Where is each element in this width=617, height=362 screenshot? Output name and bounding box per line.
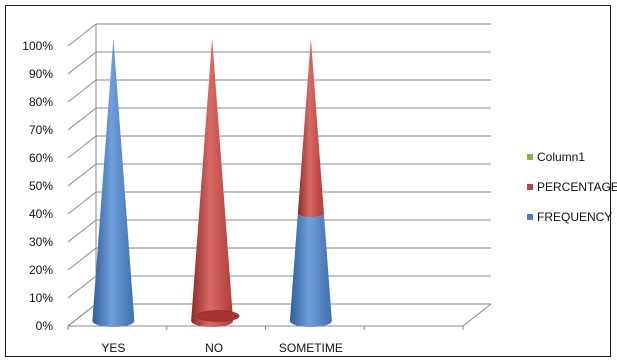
y-tick-label: 30%	[29, 235, 53, 249]
y-tick-label: 50%	[29, 179, 53, 193]
gridline	[67, 247, 491, 271]
chart-frame	[5, 5, 611, 357]
legend-swatch	[527, 154, 533, 160]
legend-swatch	[527, 214, 533, 220]
cone-segment	[297, 38, 324, 218]
cone-segment	[196, 310, 240, 322]
gridline	[67, 51, 491, 75]
x-category-label: SOMETIME	[279, 341, 343, 355]
legend-label: FREQUENCY	[537, 210, 612, 224]
gridline	[67, 79, 491, 103]
y-tick-label: 40%	[29, 207, 53, 221]
cone-segment	[92, 38, 135, 327]
y-tick-label: 10%	[29, 291, 53, 305]
cone-segment	[191, 38, 234, 327]
x-category-label: YES	[101, 341, 125, 355]
legend-swatch	[527, 184, 533, 190]
y-tick-label: 100%	[22, 39, 53, 53]
y-tick-label: 60%	[29, 151, 53, 165]
gridline	[67, 219, 491, 243]
y-tick-label: 20%	[29, 263, 53, 277]
gridline	[67, 163, 491, 187]
gridline	[67, 23, 491, 47]
cone-segment	[289, 213, 332, 327]
y-tick-label: 90%	[29, 67, 53, 81]
gridline	[67, 191, 491, 215]
y-tick-label: 70%	[29, 123, 53, 137]
y-tick-label: 0%	[36, 319, 54, 333]
x-category-label: NO	[205, 341, 223, 355]
y-tick-label: 80%	[29, 95, 53, 109]
legend-label: PERCENTAGE	[537, 180, 617, 194]
legend-label: Column1	[537, 150, 585, 164]
gridline	[67, 135, 491, 159]
gridline	[67, 107, 491, 131]
